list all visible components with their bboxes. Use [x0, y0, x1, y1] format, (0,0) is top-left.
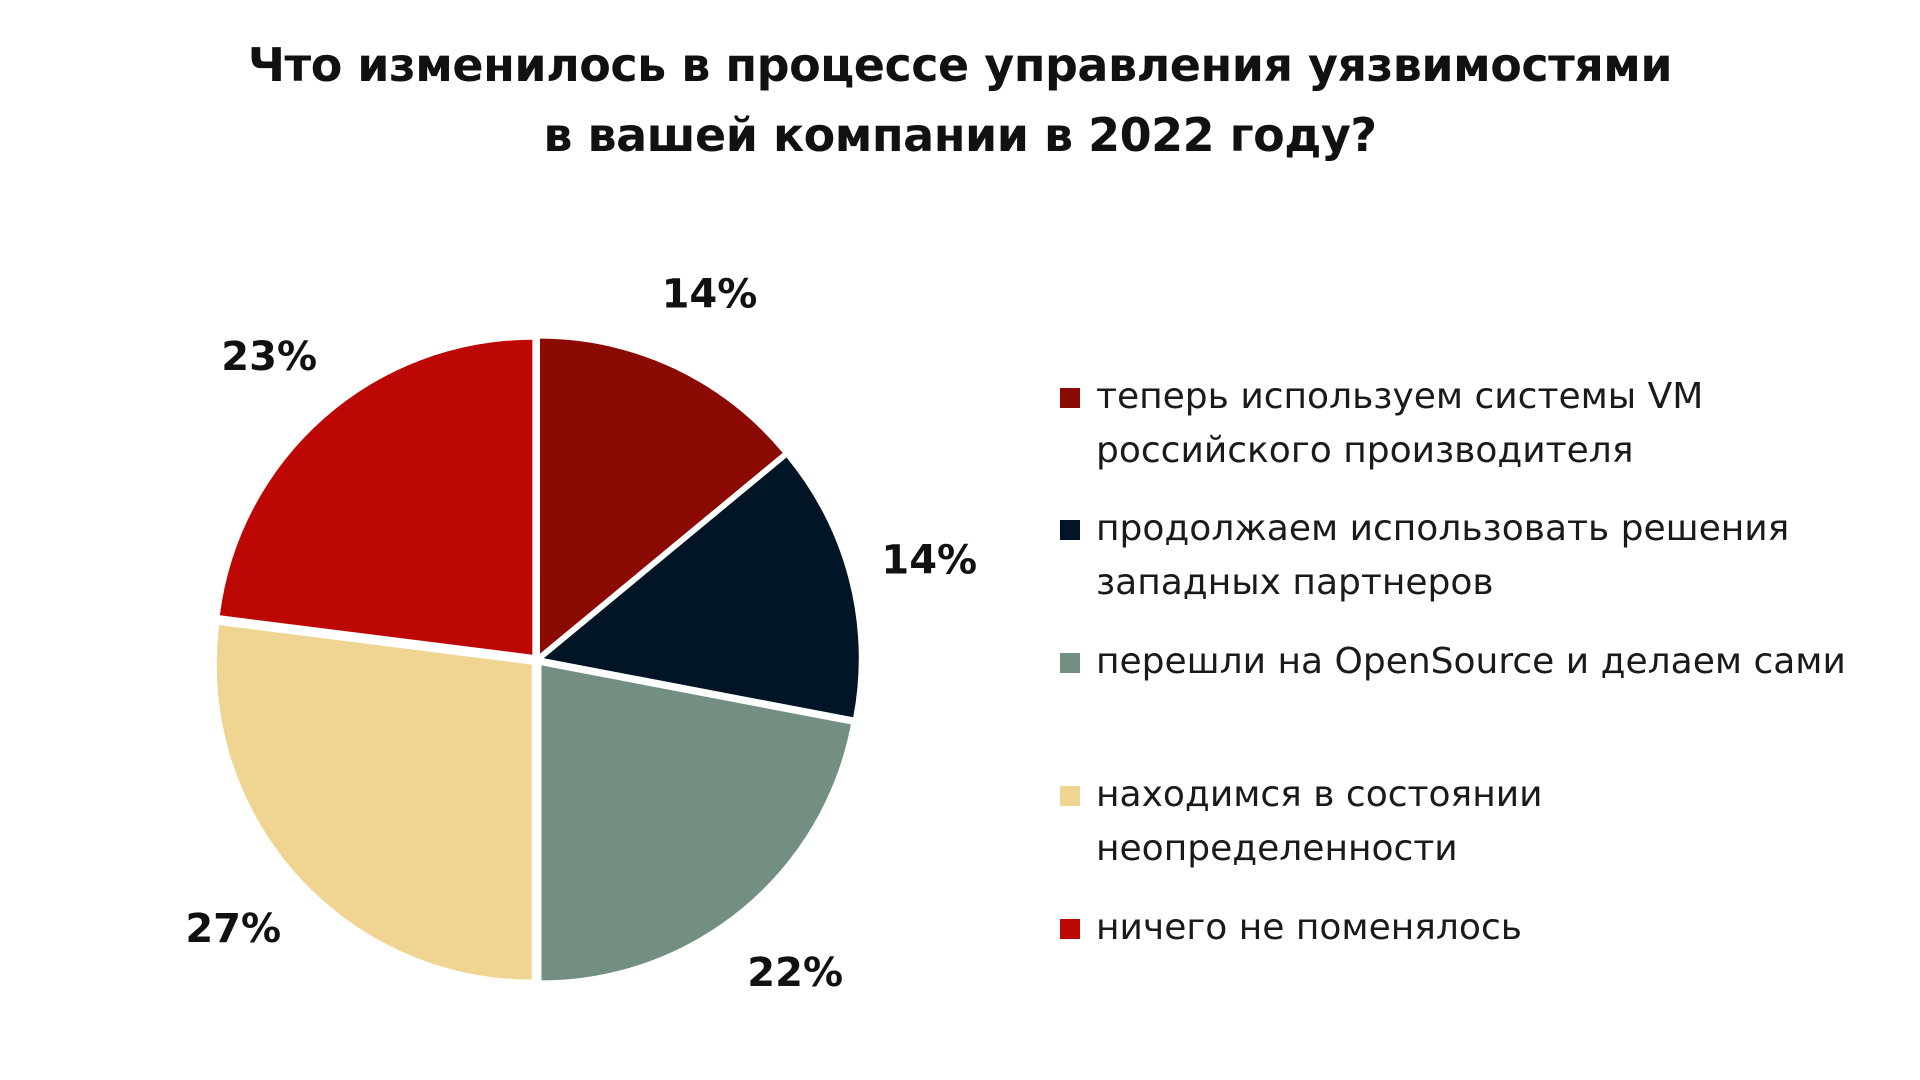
legend-label-1-line-2: российского производителя [1096, 430, 1634, 471]
legend-swatch-1 [1060, 388, 1080, 408]
legend-label-5-line-1: ничего не поменялось [1096, 907, 1522, 948]
legend-label-4-line-1: находимся в состоянии неопределенности [1096, 774, 1543, 869]
chart-title: Что изменилось в процессе управления уяз… [0, 30, 1920, 170]
legend-label-3-line-1: перешли на OpenSource и делаем сами [1096, 641, 1846, 682]
pie-slice-2 [543, 457, 859, 718]
legend-swatch-3 [1060, 653, 1080, 673]
legend-label-1-line-1: теперь используем системы VM [1096, 376, 1704, 417]
pie-slice-5 [219, 339, 533, 655]
legend-swatch-4 [1060, 786, 1080, 806]
legend-swatch-5 [1060, 919, 1080, 939]
legend-label-2-line-1: продолжаем использовать решения [1096, 508, 1790, 549]
pie-slice-4 [216, 625, 532, 980]
pie-slice-3 [541, 665, 851, 981]
pie-label-5: 23% [221, 334, 317, 380]
pie-slice-1 [539, 338, 783, 654]
legend-swatch-2 [1060, 520, 1080, 540]
pie-label-2: 14% [881, 537, 977, 583]
chart-title-line-1: Что изменилось в процессе управления уяз… [247, 38, 1673, 92]
legend-label-2-line-2: западных партнеров [1096, 562, 1494, 603]
pie-label-3: 22% [747, 950, 843, 996]
pie-label-1: 14% [662, 272, 758, 318]
chart-title-line-2: в вашей компании в 2022 году? [543, 108, 1377, 162]
pie-label-4: 27% [185, 906, 281, 952]
